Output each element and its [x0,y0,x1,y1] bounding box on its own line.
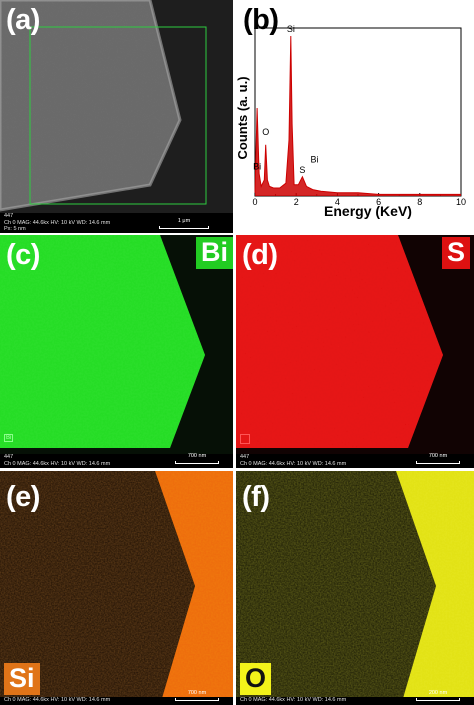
panel-e-si-map: (e) Si Ch 0 MAG: 44.6kx HV: 10 kV WD: 14… [0,471,233,705]
panel-label-c: (c) [6,239,40,271]
scale-bar-c: 700 nm [175,453,219,465]
sem-footer-f: Ch 0 MAG: 44.6kx HV: 10 kV WD: 14.6 mm [236,697,474,705]
x-tick-label: 2 [294,197,299,207]
spectrum-line [254,35,461,195]
plot-frame [254,27,462,197]
bi-map-image [0,235,233,468]
panel-c-bi-map: Bi (c) Bi 447 Ch 0 MAG: 44.6kx HV: 10 kV… [0,235,233,468]
panel-label-a: (a) [6,4,40,36]
sem-footer-d: 447 Ch 0 MAG: 44.6kx HV: 10 kV WD: 14.6 … [236,454,474,468]
mini-marker-box [240,434,250,444]
x-axis-label: Energy (KeV) [324,203,412,219]
edx-chart: 0 2 4 6 8 10 Si O Bi S Bi Energy (KeV) Counts (a. u.… [235,24,466,219]
peak-label: Bi [253,162,261,172]
panel-b-edx-spectrum: (b) 0 2 4 6 8 10 Si O Bi S Bi Energy (KeV) Counts (a… [235,0,474,233]
element-badge-s: S [441,237,470,269]
panel-label-d: (d) [242,239,278,271]
panel-label-f: (f) [242,481,270,513]
scale-bar-f: 200 nm [416,690,460,702]
panel-label-b: (b) [243,4,279,36]
scale-bar-d: 700 nm [416,453,460,465]
peak-label: O [262,127,269,137]
sem-image [0,0,233,233]
x-tick-label: 0 [252,197,257,207]
element-badge-si: Si [4,663,40,695]
x-tick-label: 8 [417,197,422,207]
sem-footer-c: 447 Ch 0 MAG: 44.6kx HV: 10 kV WD: 14.6 … [0,454,233,468]
scale-bar-e: 700 nm [175,690,219,702]
panel-f-o-map: (f) O Ch 0 MAG: 44.6kx HV: 10 kV WD: 14.… [236,471,474,705]
panel-label-e: (e) [6,481,40,513]
spectrum-area [255,36,461,196]
s-map-image [236,235,474,468]
scale-bar-a: 1 μm [159,218,209,230]
peak-label: Bi [310,154,318,164]
x-tick-label: 6 [376,197,381,207]
mini-element-label: Bi [4,434,14,442]
peak-label: Si [287,24,295,34]
peak-label: S [299,165,305,175]
element-badge-bi: Bi [196,237,233,269]
sem-footer-e: Ch 0 MAG: 44.6kx HV: 10 kV WD: 14.6 mm [0,697,233,705]
o-map-image [236,471,474,705]
x-tick-label: 4 [335,197,340,207]
panel-d-s-map: S (d) 447 Ch 0 MAG: 44.6kx HV: 10 kV WD:… [236,235,474,468]
si-map-image [0,471,233,705]
panel-a-sem-image: (a) 447 Ch 0 MAG: 44.6kx HV: 10 kV WD: 1… [0,0,233,233]
x-tick-label: 10 [456,197,466,207]
y-axis-label: Counts (a. u.) [235,76,250,159]
element-badge-o: O [240,663,272,695]
